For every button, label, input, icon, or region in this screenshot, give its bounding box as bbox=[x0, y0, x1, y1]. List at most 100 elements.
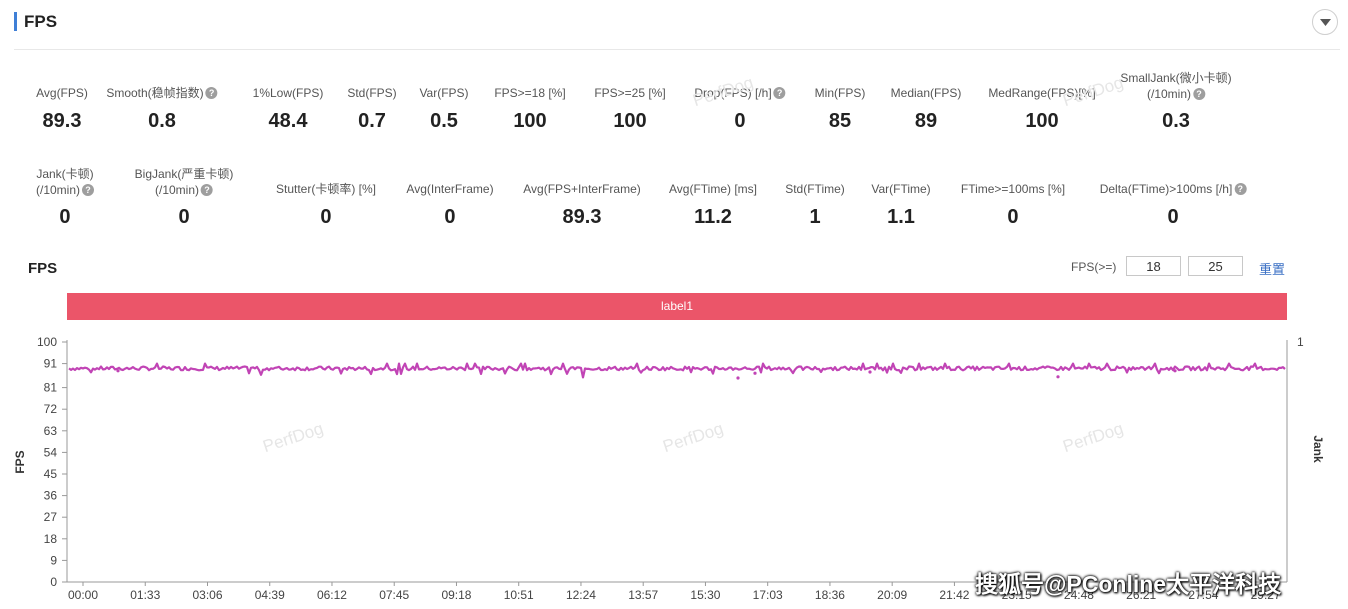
stat-1-2: 1%Low(FPS) 48.4 bbox=[253, 85, 324, 132]
stat-label-text: Std(FTime) bbox=[785, 182, 845, 196]
stat-label-text: FPS>=18 [%] bbox=[494, 86, 566, 100]
stat-2-9: Delta(FTime)>100ms [/h]? 0 bbox=[1099, 181, 1247, 228]
y-tick-label: 54 bbox=[44, 445, 58, 459]
x-tick-label: 23:15 bbox=[1002, 588, 1032, 602]
stat-label: Median(FPS) bbox=[891, 85, 962, 101]
x-tick-label: 20:09 bbox=[877, 588, 907, 602]
stat-value: 89.3 bbox=[42, 110, 82, 132]
stat-1-8: Min(FPS) 85 bbox=[814, 85, 866, 132]
stat-value: 48.4 bbox=[268, 110, 308, 132]
x-tick-label: 00:00 bbox=[68, 588, 98, 602]
stat-1-11: SmallJank(微小卡顿) (/10min)? 0.3 bbox=[1120, 70, 1232, 132]
stat-label-text: Avg(FPS) bbox=[36, 86, 88, 100]
stat-label-text: FTime>=100ms [%] bbox=[960, 182, 1066, 196]
x-tick-label: 17:03 bbox=[753, 588, 783, 602]
help-icon[interactable]: ? bbox=[1234, 183, 1247, 195]
watermark: PerfDog bbox=[690, 72, 756, 111]
stat-label-text: MedRange(FPS)[%] bbox=[988, 86, 1096, 100]
stat-label: Std(FPS) bbox=[347, 85, 396, 101]
stat-1-10: MedRange(FPS)[%] 100 bbox=[988, 85, 1095, 132]
x-tick-label: 27:54 bbox=[1188, 588, 1218, 602]
stat-label-text: Jank(卡顿) bbox=[36, 167, 94, 181]
watermark: PerfDog bbox=[1060, 72, 1126, 111]
stat-1-6: FPS>=25 [%] 100 bbox=[594, 85, 665, 132]
stat-label: 1%Low(FPS) bbox=[253, 85, 324, 101]
x-tick-label: 13:57 bbox=[628, 588, 658, 602]
stat-2-2: Stutter(卡顿率) [%] 0 bbox=[275, 181, 377, 228]
stat-label-text: Min(FPS) bbox=[814, 86, 866, 100]
stat-2-1: BigJank(严重卡顿) (/10min)? 0 bbox=[135, 166, 234, 228]
stat-label: Std(FTime) bbox=[785, 181, 845, 197]
stat-value: 0.8 bbox=[148, 110, 176, 132]
y-tick-label: 0 bbox=[50, 575, 57, 589]
stat-2-0: Jank(卡顿) (/10min)? 0 bbox=[36, 166, 95, 228]
x-tick-label: 06:12 bbox=[317, 588, 347, 602]
stat-label-text: Drop(FPS) [/h] bbox=[694, 86, 772, 100]
stat-value: 11.2 bbox=[694, 206, 732, 228]
stat-value: 0 bbox=[59, 206, 71, 228]
x-tick-label: 26:21 bbox=[1126, 588, 1156, 602]
stat-value: 0.7 bbox=[358, 110, 386, 132]
y2-tick-label: 1 bbox=[1297, 335, 1304, 349]
fps-outlier-point bbox=[753, 371, 757, 375]
stat-value: 100 bbox=[613, 110, 647, 132]
stat-label: FTime>=100ms [%] bbox=[961, 181, 1065, 197]
stat-label-text: Delta(FTime)>100ms [/h] bbox=[1099, 182, 1233, 196]
fps-outlier-point bbox=[868, 370, 872, 374]
stat-1-1: Smooth(稳帧指数)? 0.8 bbox=[106, 85, 218, 132]
x-tick-label: 04:39 bbox=[255, 588, 285, 602]
y-tick-label: 63 bbox=[44, 424, 58, 438]
y-axis-title: FPS bbox=[13, 450, 27, 473]
stat-label-unit: (/10min)? bbox=[135, 182, 234, 198]
collapse-button[interactable] bbox=[1312, 9, 1338, 35]
stat-label: FPS>=25 [%] bbox=[594, 85, 665, 101]
x-tick-label: 10:51 bbox=[504, 588, 534, 602]
stat-label-text: 1%Low(FPS) bbox=[252, 86, 324, 100]
stat-label-text: Var(FPS) bbox=[419, 86, 469, 100]
title-accent-bar bbox=[14, 12, 17, 31]
stat-label: Drop(FPS) [/h]? bbox=[694, 85, 786, 101]
stat-label: Jank(卡顿) bbox=[36, 166, 94, 182]
reset-button[interactable]: 重置 bbox=[1259, 262, 1286, 277]
stat-2-5: Avg(FTime) [ms] 11.2 bbox=[668, 181, 758, 228]
help-icon[interactable]: ? bbox=[205, 87, 218, 99]
stat-value: 0 bbox=[178, 206, 190, 228]
x-tick-label: 18:36 bbox=[815, 588, 845, 602]
stat-value: 100 bbox=[1025, 110, 1059, 132]
stat-value: 0.5 bbox=[430, 110, 458, 132]
fps-outlier-point bbox=[1173, 369, 1177, 373]
help-icon[interactable]: ? bbox=[82, 184, 95, 196]
stat-value: 100 bbox=[513, 110, 547, 132]
help-icon[interactable]: ? bbox=[201, 184, 213, 196]
stat-label-text: Avg(FTime) [ms] bbox=[668, 182, 758, 196]
y-tick-label: 100 bbox=[37, 335, 57, 349]
stat-value: 0 bbox=[1167, 206, 1179, 228]
stat-label-text: SmallJank(微小卡顿) bbox=[1120, 71, 1232, 85]
stat-label-text: Stutter(卡顿率) [%] bbox=[275, 182, 377, 196]
x-tick-label: 29:27 bbox=[1251, 588, 1281, 602]
stat-value: 0 bbox=[1007, 206, 1019, 228]
stat-label: Var(FPS) bbox=[419, 85, 468, 101]
stat-label: Avg(FPS) bbox=[36, 85, 88, 101]
fps-chart[interactable]: 0 9 18 27 36 45 54 63 72 81 91 100 1 FPS Jank 00:00 01:3… bbox=[0, 330, 1348, 609]
label-bar[interactable]: label1 bbox=[67, 293, 1287, 320]
threshold-input-2[interactable] bbox=[1188, 256, 1243, 276]
stat-value: 1.1 bbox=[887, 206, 915, 228]
stat-label-unit-text: (/10min) bbox=[154, 183, 199, 197]
stat-2-8: FTime>=100ms [%] 0 bbox=[961, 181, 1065, 228]
y-tick-label: 9 bbox=[50, 553, 57, 567]
help-icon[interactable]: ? bbox=[773, 87, 786, 99]
stat-value: 0 bbox=[444, 206, 456, 228]
y2-axis-title: Jank bbox=[1311, 435, 1325, 463]
stat-value: 85 bbox=[828, 110, 852, 132]
stat-1-9: Median(FPS) 89 bbox=[891, 85, 962, 132]
stat-1-7: Drop(FPS) [/h]? 0 bbox=[694, 85, 786, 132]
stat-label: MedRange(FPS)[%] bbox=[988, 85, 1095, 101]
threshold-input-1[interactable] bbox=[1126, 256, 1181, 276]
stat-2-4: Avg(FPS+InterFrame) 89.3 bbox=[523, 181, 640, 228]
y-tick-label: 81 bbox=[44, 381, 58, 395]
stat-1-5: FPS>=18 [%] 100 bbox=[494, 85, 566, 132]
chart-title: FPS bbox=[28, 260, 58, 277]
x-tick-label: 21:42 bbox=[939, 588, 969, 602]
help-icon[interactable]: ? bbox=[1193, 88, 1206, 100]
